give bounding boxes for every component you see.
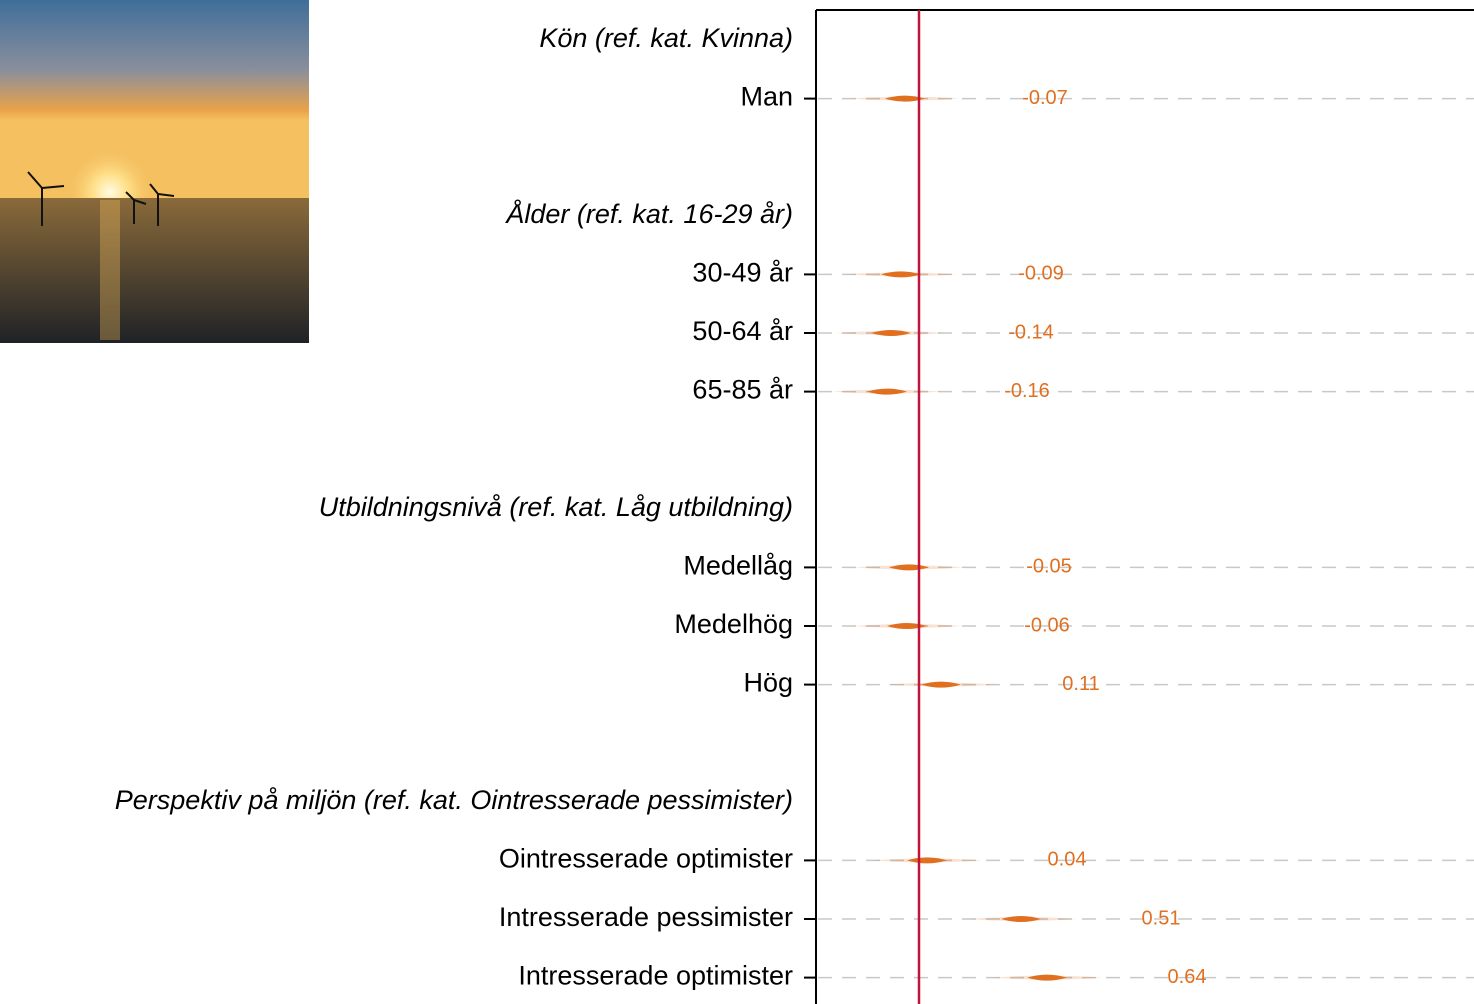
- value-label: -0.05: [1026, 556, 1072, 578]
- estimate: [867, 388, 907, 395]
- estimate: [885, 95, 925, 102]
- value-label: 0.11: [1062, 673, 1099, 695]
- estimate: [881, 271, 921, 278]
- value-label: -0.07: [1022, 87, 1068, 109]
- estimate: [907, 857, 947, 864]
- row-label: 50-64 år: [692, 316, 793, 346]
- group-label: Ålder (ref. kat. 16-29 år): [504, 198, 793, 229]
- value-label: 0.04: [1048, 849, 1087, 871]
- estimate: [887, 623, 927, 629]
- group-label: Kön (ref. kat. Kvinna): [539, 23, 793, 53]
- group-label: Perspektiv på miljön (ref. kat. Ointress…: [115, 785, 793, 815]
- row-label: 65-85 år: [692, 375, 793, 405]
- row-label: Ointresserade optimister: [499, 844, 793, 874]
- row-label: Medellåg: [683, 551, 793, 581]
- estimate: [1001, 916, 1041, 922]
- group-label: Utbildningsnivå (ref. kat. Låg utbildnin…: [319, 492, 793, 522]
- photo: [0, 0, 309, 343]
- row-label: Hög: [743, 668, 793, 698]
- estimate: [921, 681, 961, 688]
- value-label: -0.06: [1024, 614, 1070, 636]
- estimate: [1027, 974, 1067, 981]
- value-label: -0.16: [1004, 380, 1050, 402]
- value-label: -0.14: [1008, 321, 1054, 343]
- row-label: Medelhög: [674, 609, 793, 639]
- row-label: Intresserade pessimister: [499, 902, 793, 932]
- row-label: Intresserade optimister: [518, 961, 793, 991]
- value-label: 0.51: [1142, 907, 1181, 929]
- estimate: [889, 564, 929, 571]
- value-label: -0.09: [1018, 263, 1064, 285]
- row-label: Man: [740, 82, 793, 112]
- estimate: [871, 330, 911, 336]
- value-label: 0.64: [1168, 966, 1207, 988]
- row-label: 30-49 år: [692, 258, 793, 288]
